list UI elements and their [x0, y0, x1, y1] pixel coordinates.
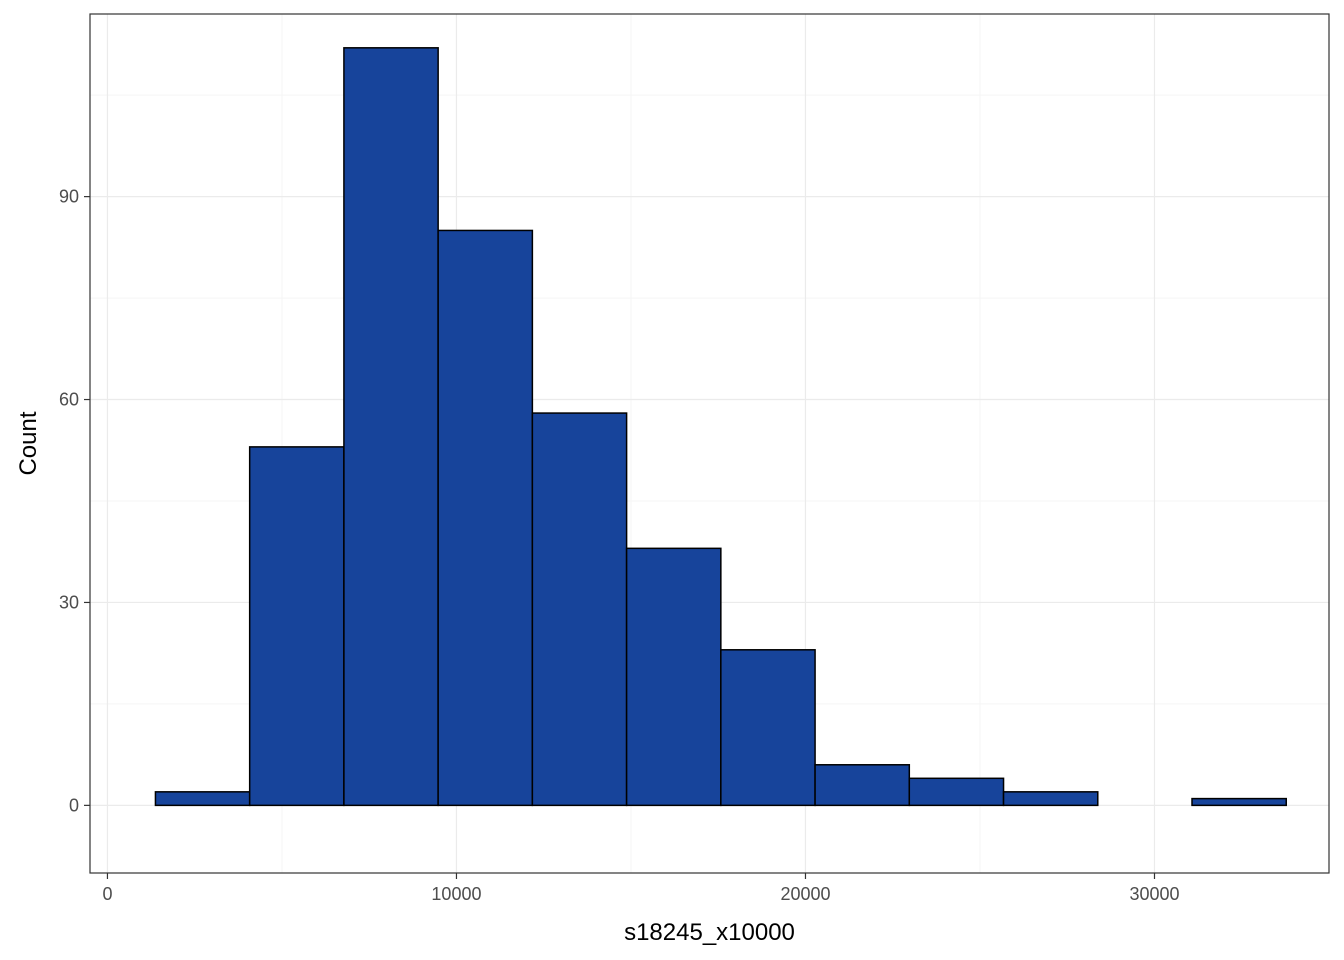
histogram-bar-3 — [343, 47, 439, 807]
histogram-bar-7 — [720, 649, 816, 807]
y-tick-label: 30 — [59, 592, 79, 612]
y-axis-ticks: 0 30 60 90 — [59, 187, 90, 815]
x-axis-ticks: 0 10000 20000 30000 — [102, 873, 1180, 904]
histogram-bar-9 — [908, 777, 1005, 807]
histogram-bar-4 — [437, 229, 534, 807]
histogram-bar-1 — [154, 791, 251, 807]
histogram-bar-10 — [1002, 791, 1099, 807]
y-axis-title: Count — [15, 411, 42, 475]
x-tick-label: 30000 — [1129, 884, 1179, 904]
x-tick-label: 10000 — [431, 884, 481, 904]
histogram-bar-5 — [531, 412, 628, 807]
histogram-bar-8 — [814, 764, 911, 807]
y-tick-label: 90 — [59, 187, 79, 207]
y-tick-label: 60 — [59, 390, 79, 410]
histogram-bar-12 — [1191, 797, 1287, 807]
y-tick-label: 0 — [69, 795, 79, 815]
x-axis-title: s18245_x10000 — [624, 919, 795, 946]
histogram-bar-6 — [625, 547, 722, 807]
x-tick-label: 20000 — [780, 884, 830, 904]
histogram-bars — [154, 47, 1287, 807]
histogram-bar-2 — [248, 446, 345, 807]
x-tick-label: 0 — [102, 884, 112, 904]
panel-border — [89, 13, 1330, 874]
